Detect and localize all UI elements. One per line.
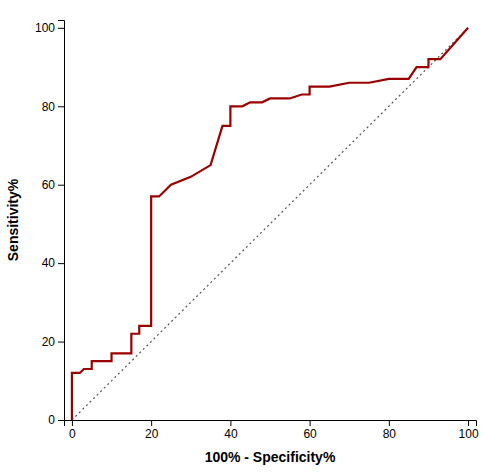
- tick-label: 60: [42, 178, 56, 192]
- tick-label: 20: [145, 427, 159, 441]
- tick-label: 40: [224, 427, 238, 441]
- tick: 40: [42, 256, 64, 270]
- tick: 80: [383, 420, 397, 441]
- tick-label: 60: [303, 427, 317, 441]
- tick-label: 100: [35, 21, 55, 35]
- y-axis: 0 20 40 60 80 100: [35, 21, 65, 428]
- y-axis-title: Sensitivity%: [5, 178, 21, 261]
- tick-label: 40: [42, 256, 56, 270]
- x-axis: 0 20 40 60 80 100: [65, 420, 479, 441]
- tick: 60: [303, 420, 317, 441]
- tick-mark: [58, 420, 64, 421]
- tick-label: 100: [459, 427, 479, 441]
- tick: 100: [459, 420, 479, 441]
- axis-line: [58, 21, 65, 421]
- tick-mark: [58, 106, 64, 107]
- tick-mark: [230, 420, 231, 426]
- tick-mark: [389, 420, 390, 426]
- axis-line: [65, 421, 477, 427]
- tick: 0: [48, 413, 64, 427]
- tick: 100: [35, 21, 64, 35]
- tick-mark: [468, 420, 469, 426]
- tick-label: 0: [69, 427, 76, 441]
- tick-label: 80: [42, 100, 56, 114]
- line: [72, 28, 468, 420]
- tick-mark: [58, 185, 64, 186]
- tick: 40: [224, 420, 238, 441]
- line: [72, 28, 468, 420]
- plot: 0 20 40 60 80 100 0 20 40 60 80 100: [35, 21, 479, 441]
- x-axis-title: 100% - Specificity%: [205, 449, 336, 465]
- tick: 80: [42, 100, 64, 114]
- tick: 60: [42, 178, 64, 192]
- tick-mark: [72, 420, 73, 426]
- tick: 0: [69, 420, 76, 441]
- chart: 0 20 40 60 80 100 0 20 40 60 80 100 100% - Specifici…: [0, 0, 500, 476]
- tick-mark: [58, 28, 64, 29]
- tick-mark: [58, 263, 64, 264]
- tick-mark: [310, 420, 311, 426]
- tick-label: 20: [42, 335, 56, 349]
- series-group: [72, 28, 468, 420]
- tick-label: 0: [48, 413, 55, 427]
- tick-mark: [58, 342, 64, 343]
- tick-label: 80: [383, 427, 397, 441]
- tick-mark: [151, 420, 152, 426]
- tick: 20: [42, 335, 64, 349]
- tick: 20: [145, 420, 159, 441]
